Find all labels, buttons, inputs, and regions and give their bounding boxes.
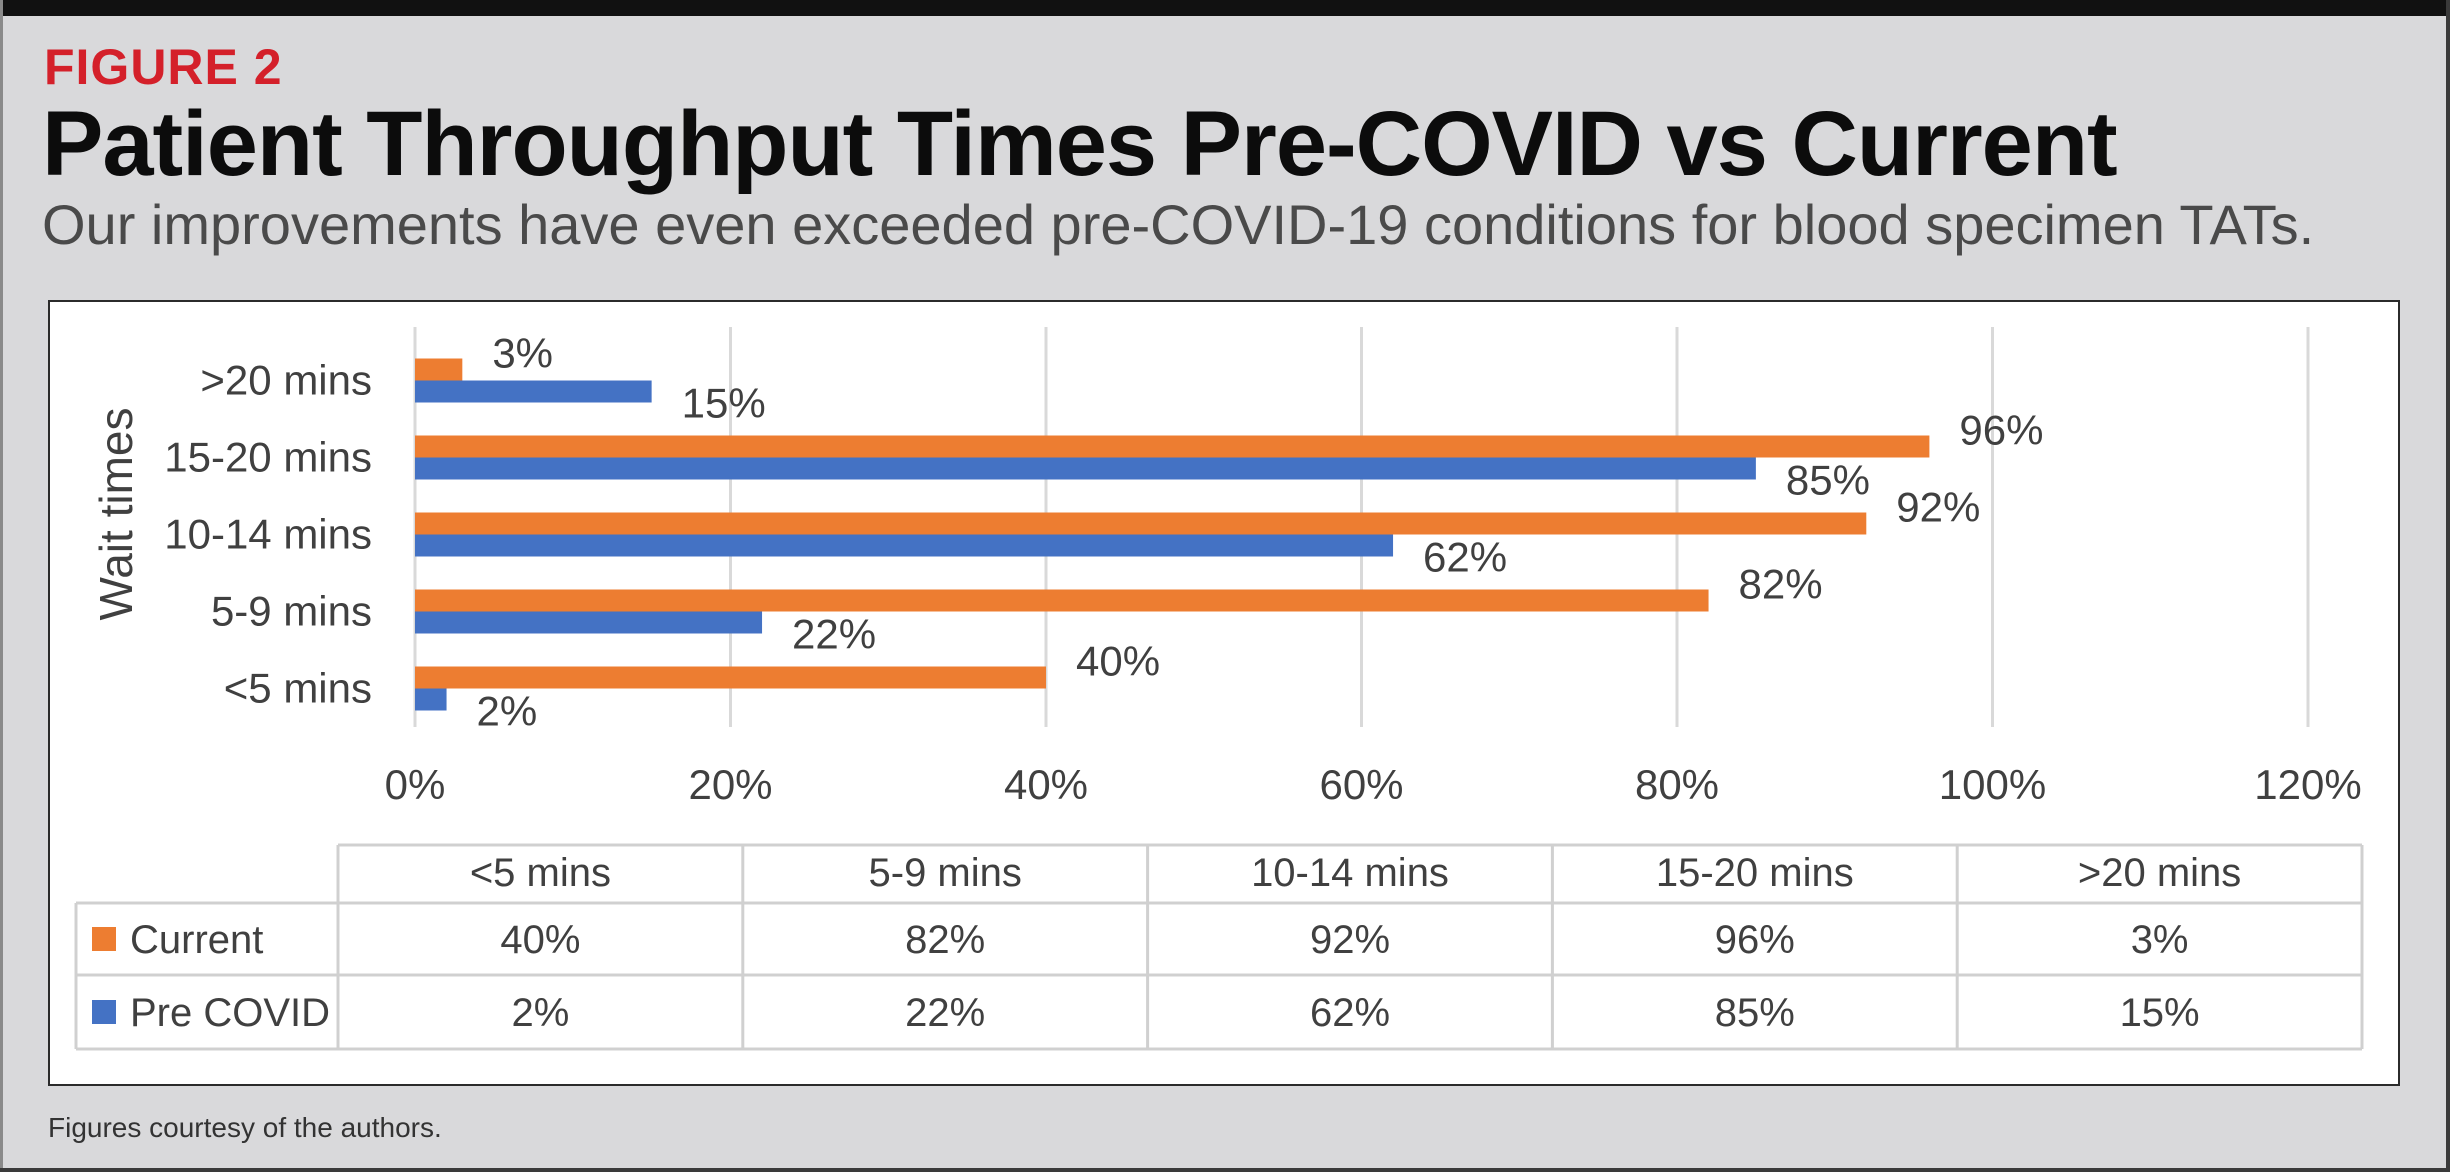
category-label: 15-20 mins xyxy=(164,434,372,481)
x-tick-label: 80% xyxy=(1635,761,1719,808)
data-label: 62% xyxy=(1423,534,1507,581)
left-border xyxy=(0,0,3,1172)
table-value-cell: 15% xyxy=(2120,991,2200,1035)
table-value-cell: 92% xyxy=(1310,918,1390,962)
right-border xyxy=(2446,0,2450,1172)
data-label: 96% xyxy=(1959,407,2043,454)
figure-label: FIGURE 2 xyxy=(44,39,283,95)
table-value-cell: 22% xyxy=(905,991,985,1035)
data-label: 40% xyxy=(1076,638,1160,685)
y-axis-title: Wait times xyxy=(90,408,142,621)
bottom-border xyxy=(0,1168,2450,1172)
data-label: 15% xyxy=(682,380,766,427)
data-label: 92% xyxy=(1896,484,1980,531)
legend-label: Current xyxy=(130,918,263,962)
bar xyxy=(415,589,1709,612)
bar xyxy=(415,534,1394,557)
data-labels: 40% 2% 82% 22% 92% 62% 96% 85% 3% 15% xyxy=(477,330,2044,735)
x-tick-label: 0% xyxy=(385,761,446,808)
table-header-cell: 15-20 mins xyxy=(1656,851,1854,895)
data-label: 3% xyxy=(492,330,553,377)
table-value-cell: 82% xyxy=(905,918,985,962)
legend-swatch xyxy=(92,1000,116,1024)
table-value-cell: 85% xyxy=(1715,991,1795,1035)
bar xyxy=(415,512,1867,535)
data-table: <5 mins 5-9 mins 10-14 mins 15-20 mins >20 m… xyxy=(74,843,2364,1051)
category-label: <5 mins xyxy=(224,665,372,712)
table-value-cell: 3% xyxy=(2131,918,2189,962)
bar-chart: 40% 2% 82% 22% 92% 62% 96% 85% 3% 15% <5 mins 5-9 … xyxy=(74,327,2364,1051)
table-header-cell: 5-9 mins xyxy=(869,851,1022,895)
data-label: 85% xyxy=(1786,457,1870,504)
x-tick-label: 60% xyxy=(1319,761,1403,808)
bar xyxy=(415,358,463,381)
data-label: 82% xyxy=(1739,561,1823,608)
bar xyxy=(415,666,1046,689)
x-tick-label: 100% xyxy=(1939,761,2046,808)
table-value-cell: 40% xyxy=(500,918,580,962)
x-tick-label: 40% xyxy=(1004,761,1088,808)
table-header-cell: 10-14 mins xyxy=(1251,851,1449,895)
figure-title: Patient Throughput Times Pre-COVID vs Cu… xyxy=(42,93,2118,195)
bar xyxy=(415,435,1930,458)
bar xyxy=(415,457,1756,480)
data-label: 22% xyxy=(792,611,876,658)
figure-subtitle: Our improvements have even exceeded pre-… xyxy=(42,193,2315,256)
legend-label: Pre COVID xyxy=(130,991,330,1035)
table-value-cell: 96% xyxy=(1715,918,1795,962)
top-rule xyxy=(0,0,2450,16)
data-label: 2% xyxy=(477,688,538,735)
x-tick-label: 20% xyxy=(688,761,772,808)
category-label: >20 mins xyxy=(200,357,372,404)
category-label: 10-14 mins xyxy=(164,511,372,558)
table-value-cell: 2% xyxy=(511,991,569,1035)
category-label: 5-9 mins xyxy=(211,588,372,635)
bar xyxy=(415,380,652,403)
bar xyxy=(415,611,763,634)
x-tick-label: 120% xyxy=(2254,761,2361,808)
category-axis: <5 mins 5-9 mins 10-14 mins 15-20 mins >20 m… xyxy=(164,357,372,712)
table-value-cell: 62% xyxy=(1310,991,1390,1035)
bars xyxy=(415,358,1930,711)
chart-panel: 40% 2% 82% 22% 92% 62% 96% 85% 3% 15% <5 mins 5-9 … xyxy=(48,300,2400,1086)
table-header-cell: >20 mins xyxy=(2078,851,2241,895)
footer-credit: Figures courtesy of the authors. xyxy=(48,1112,442,1143)
legend-swatch xyxy=(92,927,116,951)
value-axis: 0% 20% 40% 60% 80% 100% 120% xyxy=(385,761,2362,808)
bar xyxy=(415,688,447,711)
table-header-cell: <5 mins xyxy=(470,851,611,895)
